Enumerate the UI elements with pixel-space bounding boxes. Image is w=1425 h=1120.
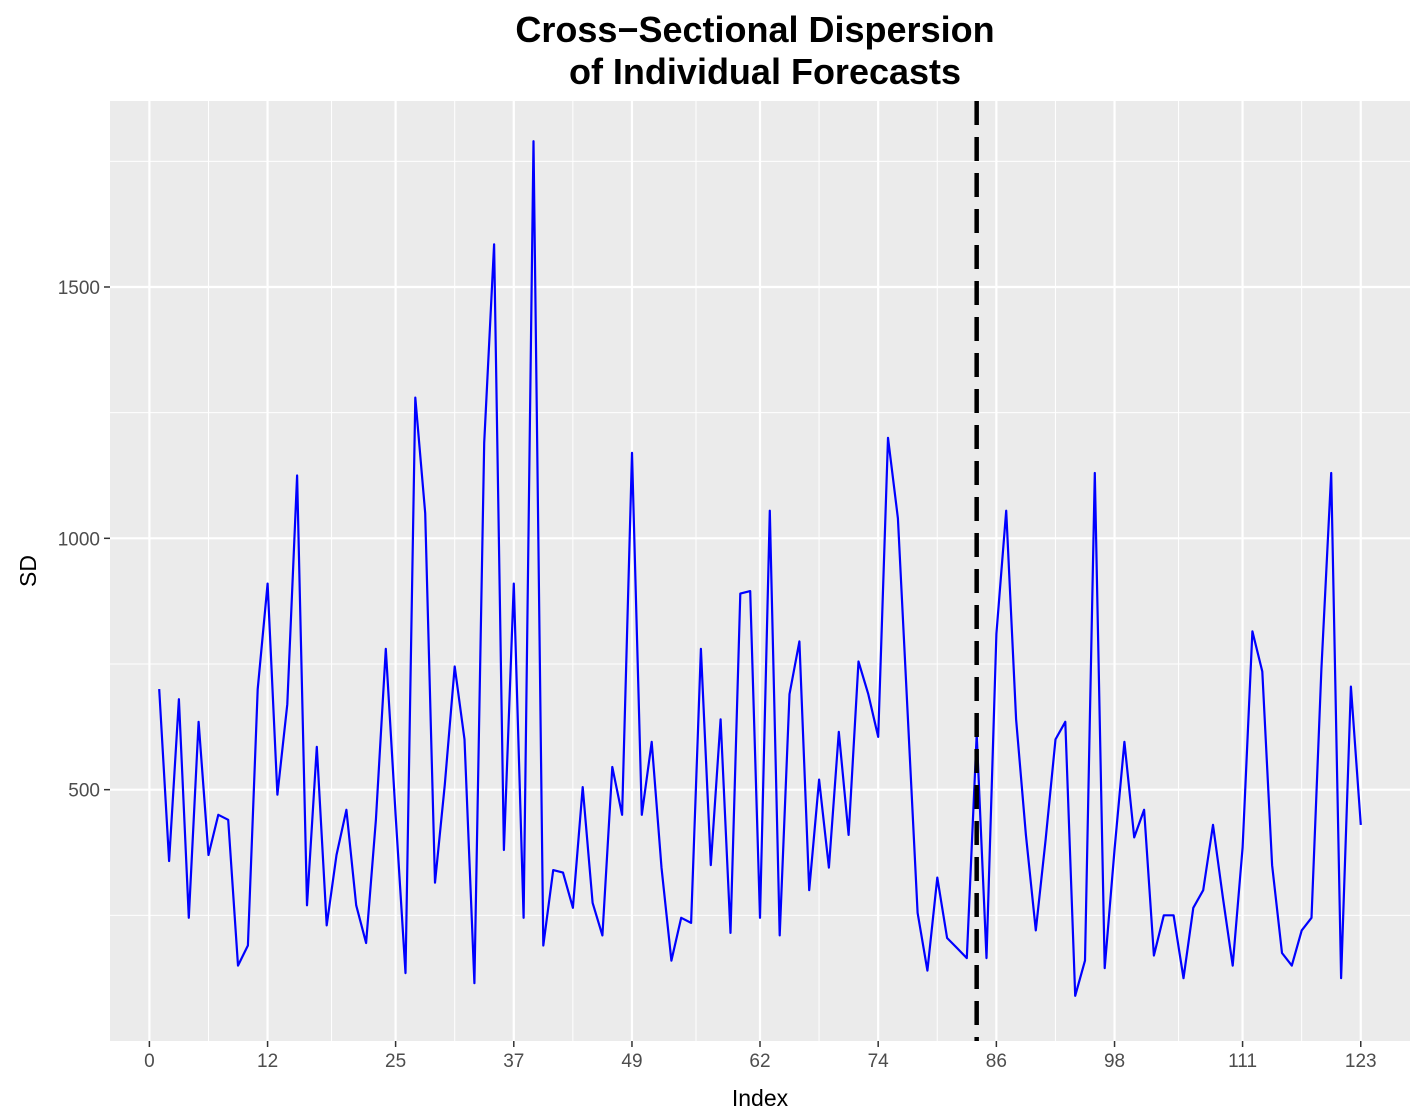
series-layer (158, 140, 1362, 997)
y-axis-ticks: 500 1000 1500 (58, 278, 110, 802)
x-tick-label: 86 (986, 1051, 1007, 1072)
x-tick-label: 123 (1345, 1051, 1377, 1072)
x-axis-label: Index (732, 1085, 789, 1111)
x-tick-label: 0 (144, 1051, 155, 1072)
y-tick-label: 500 (68, 781, 100, 802)
x-tick-label: 12 (257, 1051, 278, 1072)
major-gridlines (110, 101, 1410, 1041)
x-tick-label: 98 (1104, 1051, 1125, 1072)
x-tick-label: 62 (749, 1051, 770, 1072)
x-tick-label: 111 (1228, 1051, 1257, 1072)
x-axis-ticks: 0 12 25 37 49 62 74 86 98 111 123 (144, 1041, 1377, 1072)
chart-title-line-1: Cross−Sectional Dispersion (515, 9, 994, 50)
x-tick-label: 74 (868, 1051, 890, 1072)
x-tick-label: 49 (621, 1051, 642, 1072)
sd-series-line (158, 140, 1362, 997)
x-tick-label: 37 (503, 1051, 524, 1072)
y-tick-label: 1500 (58, 278, 100, 299)
x-tick-label: 25 (385, 1051, 406, 1072)
y-tick-label: 1000 (58, 529, 100, 550)
y-axis-label: SD (15, 555, 41, 587)
chart-title-line-2: of Individual Forecasts (569, 51, 961, 92)
